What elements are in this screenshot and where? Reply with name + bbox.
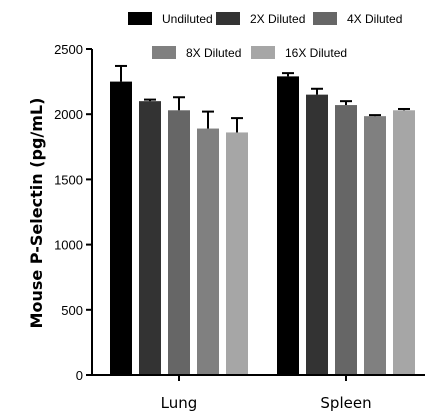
bar: [226, 132, 248, 375]
bar: [335, 105, 357, 376]
legend-label: 16X Diluted: [285, 46, 347, 60]
bar: [110, 81, 132, 375]
bar: [168, 110, 190, 376]
error-bars-group: [115, 64, 410, 133]
bar: [197, 128, 219, 375]
legend-swatch: [152, 46, 176, 59]
legend-swatch: [251, 46, 275, 59]
legend-label: 2X Diluted: [250, 12, 305, 26]
axes-group: 0 500 1000 1500 2000 2500 Lung Spleen: [54, 42, 425, 412]
bar: [306, 94, 328, 375]
legend-swatch: [313, 12, 337, 25]
bars-group: [110, 76, 415, 376]
y-axis-title: Mouse P-Selectin (pg/mL): [27, 98, 46, 329]
legend-swatch: [128, 12, 152, 25]
legend-label: 4X Diluted: [347, 12, 402, 26]
legend: Undiluted 2X Diluted 4X Diluted 8X Diluted 1…: [128, 12, 402, 60]
bar: [393, 110, 415, 376]
y-tick-label: 500: [61, 303, 83, 318]
y-tick-label: 2500: [54, 42, 83, 57]
y-tick-label: 1000: [54, 238, 83, 253]
legend-label: Undiluted: [162, 12, 213, 26]
legend-swatch: [216, 12, 240, 25]
legend-label: 8X Diluted: [186, 46, 241, 60]
bar: [277, 76, 299, 375]
bar: [139, 101, 161, 375]
y-tick-label: 1500: [54, 172, 83, 187]
y-tick-label: 2000: [54, 107, 83, 122]
x-category-label: Spleen: [320, 394, 371, 412]
y-tick-label: 0: [76, 368, 83, 383]
x-category-label: Lung: [161, 394, 198, 412]
bar: [364, 116, 386, 375]
